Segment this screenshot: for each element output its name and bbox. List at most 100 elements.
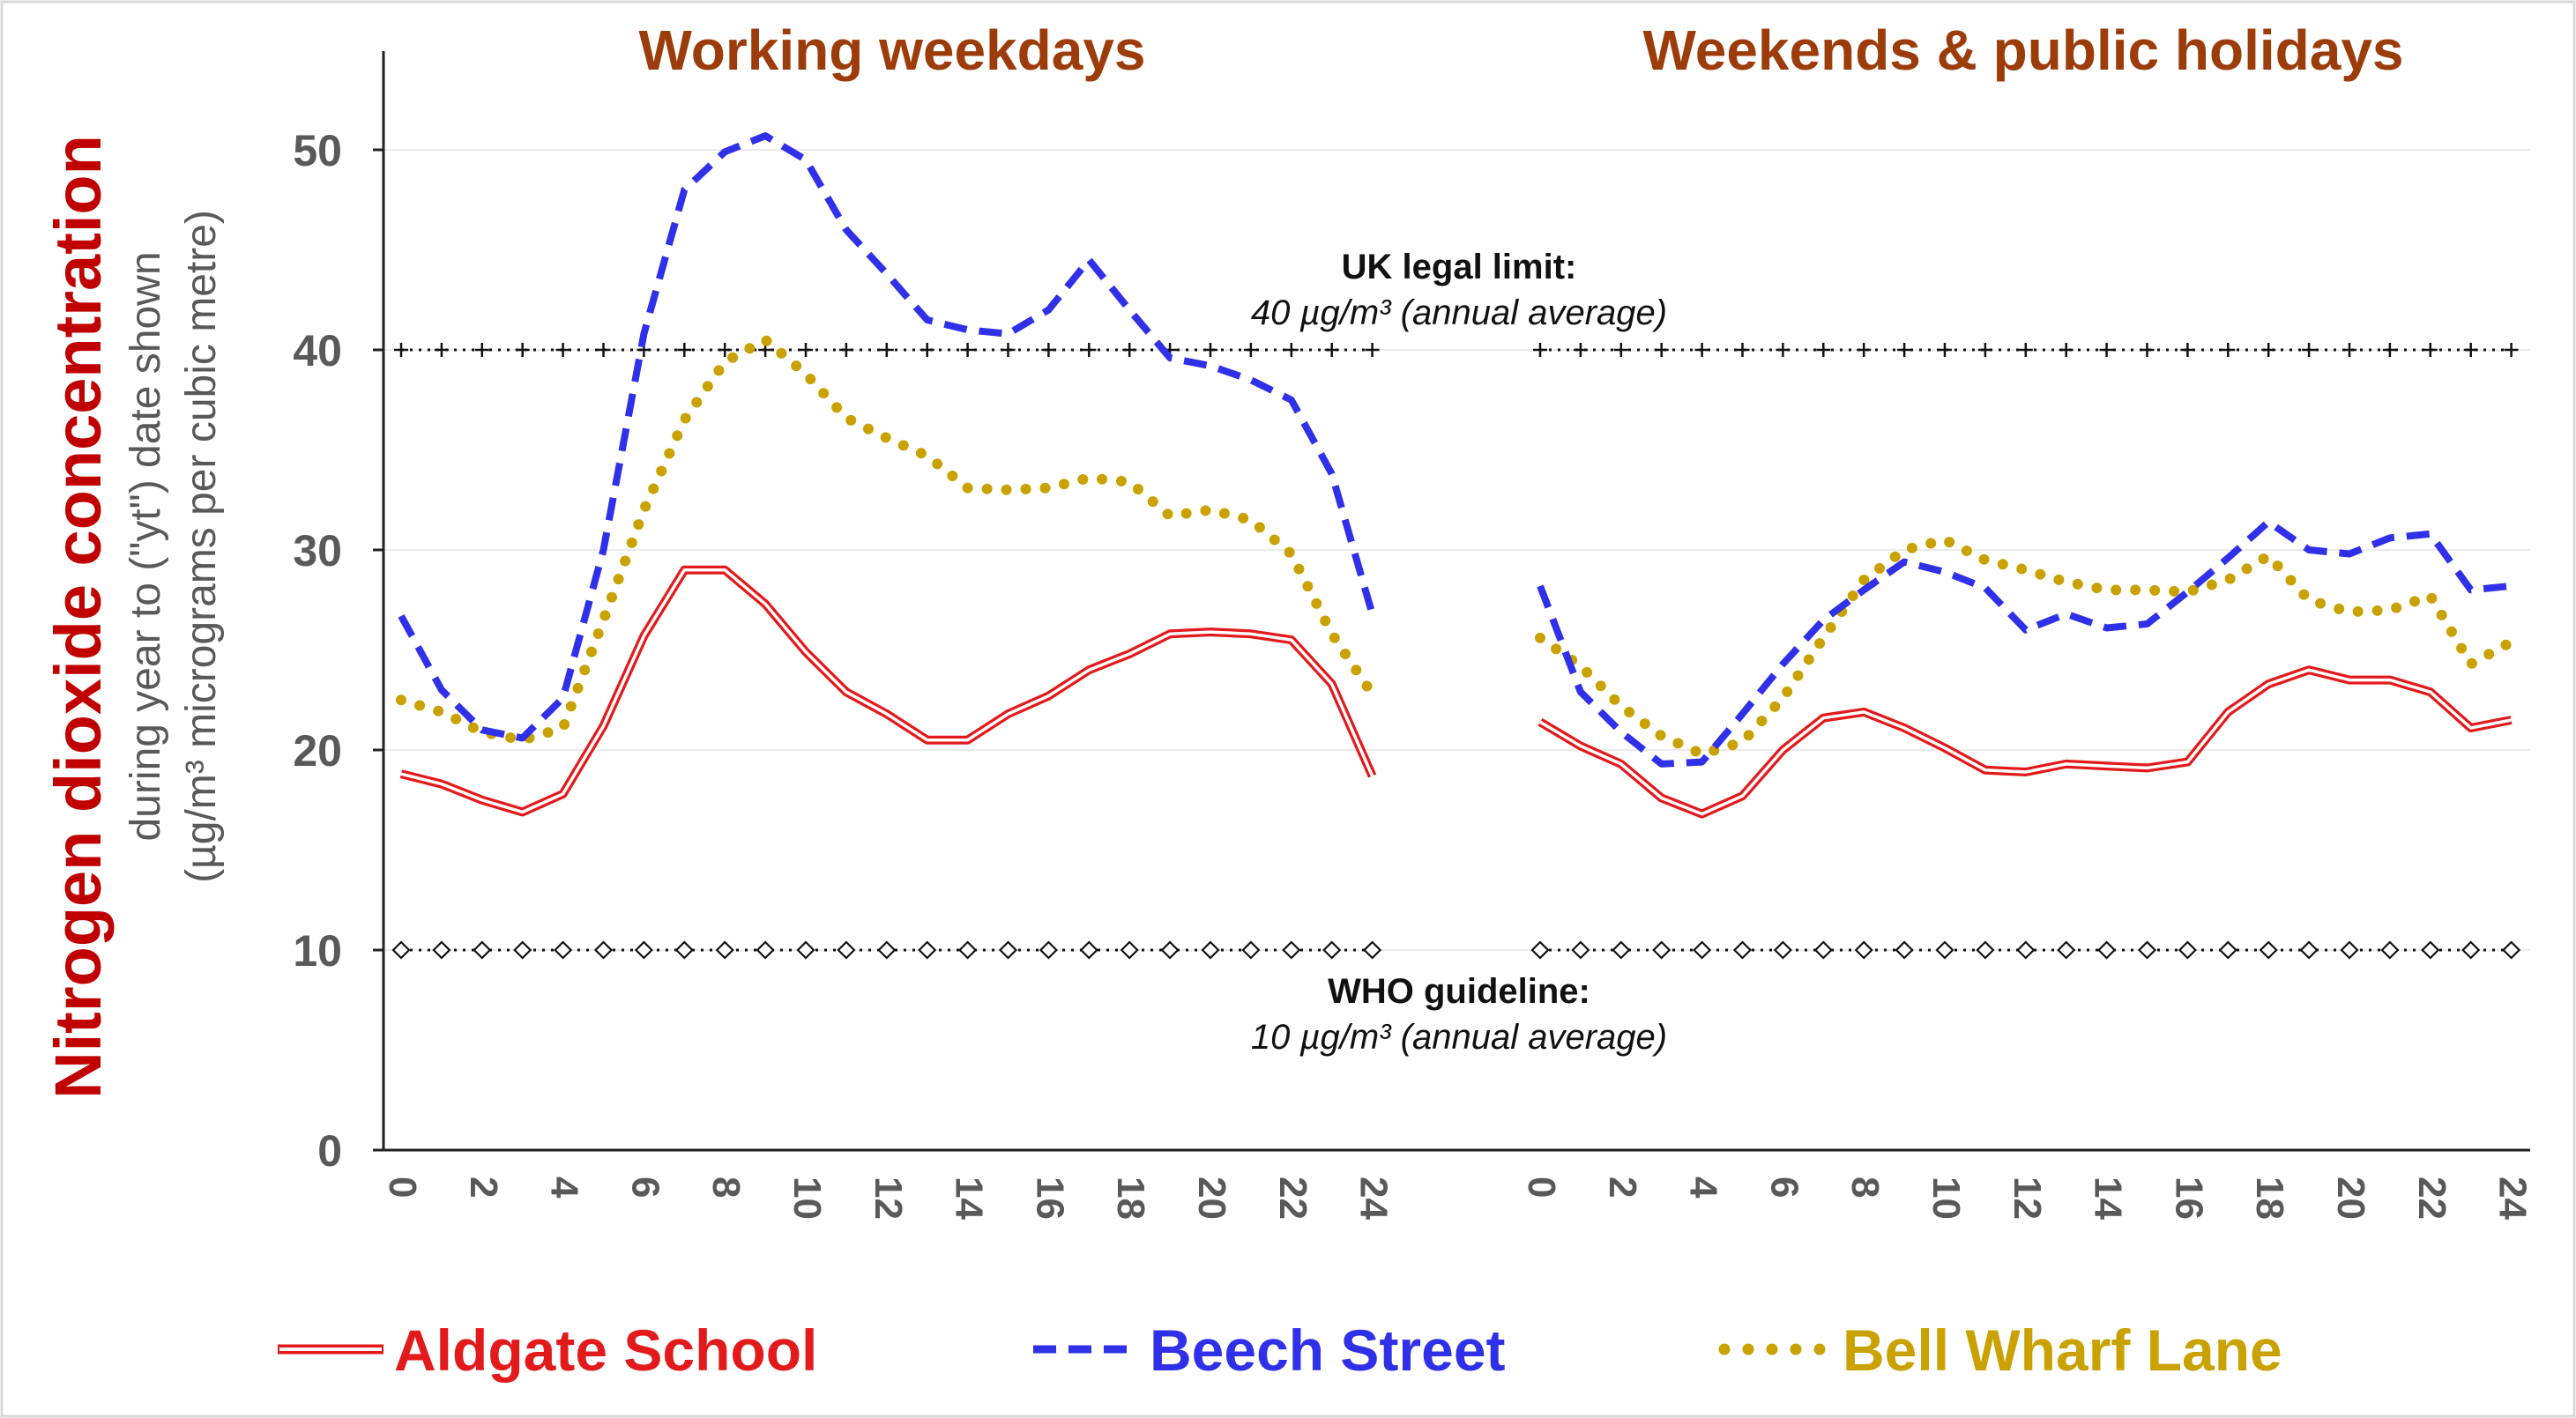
y-axis-subtitle: during year to ("yt") date shown — [123, 251, 169, 841]
x-tick-text-weekday-24: 24 — [1352, 1177, 1396, 1220]
uk-limit-marker — [1816, 343, 1831, 357]
who-guideline-marker — [2299, 940, 2319, 960]
who-guideline-marker — [1976, 940, 1995, 960]
who-guideline-marker — [1241, 940, 1261, 960]
who-guideline-marker — [1732, 940, 1753, 960]
x-tick-label-weekend-16: 16 — [2167, 1177, 2210, 1220]
who-guideline-label: WHO guideline: — [1328, 972, 1590, 1011]
uk-limit-marker — [2423, 343, 2438, 357]
uk-limit-marker — [1654, 343, 1669, 357]
x-tick-label-weekday-10: 10 — [785, 1177, 829, 1220]
series-aldgate-school-weekday-inner — [400, 568, 1374, 814]
who-guideline-marker — [1612, 940, 1631, 960]
uk-limit-marker — [1694, 343, 1709, 357]
x-tick-label-weekday-16: 16 — [1028, 1177, 1071, 1220]
x-tick-label-weekday-18: 18 — [1109, 1177, 1152, 1220]
uk-limit-marker — [879, 343, 894, 357]
who-guideline-marker — [877, 940, 897, 960]
x-tick-text-weekday-20: 20 — [1190, 1177, 1233, 1220]
x-tick-text-weekday-12: 12 — [867, 1177, 910, 1220]
uk-limit-marker — [2463, 343, 2478, 357]
who-guideline-marker — [1039, 940, 1058, 960]
uk-limit-marker — [2261, 343, 2276, 357]
panel-title-weekdays: Working weekdays — [638, 19, 1145, 82]
uk-limit-marker — [2382, 343, 2397, 357]
uk-limit-marker — [838, 343, 853, 357]
x-tick-text-weekend-6: 6 — [1762, 1177, 1805, 1198]
who-guideline-marker — [1079, 940, 1098, 960]
uk-limit-marker — [2221, 343, 2236, 357]
uk-limit-marker — [2140, 343, 2155, 357]
who-guideline-marker — [2421, 940, 2440, 960]
y-tick-labels: 0 10 20 30 40 50 — [293, 126, 383, 1176]
series-bell-wharf-lane-weekend — [1535, 534, 2517, 760]
who-guideline-marker — [593, 940, 614, 960]
x-tick-label-weekend-22: 22 — [2410, 1177, 2453, 1220]
y-axis-subtitle-2: (µg/m³ micrograms per cubic metre) — [178, 210, 225, 883]
y-tick-label-30: 30 — [293, 526, 342, 575]
x-tick-label-weekend-18: 18 — [2248, 1177, 2291, 1220]
series-bell-wharf-lane-weekday — [396, 334, 1378, 746]
x-tick-label-weekend-6: 6 — [1762, 1177, 1805, 1198]
uk-limit-marker — [1284, 343, 1299, 357]
x-tick-text-weekday-18: 18 — [1109, 1177, 1152, 1220]
who-guideline-marker — [513, 940, 532, 960]
x-tick-text-weekend-22: 22 — [2410, 1177, 2453, 1220]
x-tick-text-weekend-18: 18 — [2248, 1177, 2291, 1220]
series-aldgate-school-weekend-inner — [1539, 668, 2512, 816]
uk-limit-marker — [960, 343, 975, 357]
uk-limit-marker — [2504, 343, 2519, 357]
who-guideline-marker — [2016, 940, 2036, 960]
who-guideline-marker — [2178, 940, 2197, 960]
who-guideline-marker — [1530, 940, 1550, 960]
uk-limit-marker — [1082, 343, 1097, 357]
uk-limit-marker — [1977, 343, 1992, 357]
y-tick-label-0: 0 — [317, 1126, 342, 1176]
uk-limit-marker — [1897, 343, 1912, 357]
x-tick-label-weekday-8: 8 — [704, 1177, 748, 1198]
x-tick-label-weekday-12: 12 — [867, 1177, 910, 1220]
uk-limit-marker — [1243, 343, 1258, 357]
x-tick-text-weekend-0: 0 — [1520, 1177, 1563, 1198]
who-guideline-marker — [715, 940, 734, 960]
x-tick-label-weekday-0: 0 — [381, 1177, 424, 1198]
uk-limit-marker — [1857, 343, 1872, 357]
x-tick-text-weekend-16: 16 — [2167, 1177, 2210, 1220]
uk-limit-marker — [434, 343, 449, 357]
x-tick-label-weekend-20: 20 — [2329, 1177, 2372, 1220]
who-guideline-marker — [1571, 940, 1590, 960]
legend: Aldgate School Beech Street Bell Wharf Lan… — [278, 1318, 2282, 1383]
uk-limit-marker — [1573, 343, 1588, 357]
x-tick-text-weekend-20: 20 — [2329, 1177, 2372, 1220]
who-guideline-sublabel: 10 µg/m³ (annual average) — [1251, 1018, 1667, 1057]
x-tick-text-weekday-4: 4 — [543, 1177, 586, 1199]
y-axis-title: Nitrogen dioxide concentration — [41, 135, 115, 1099]
x-tick-label-weekday-2: 2 — [462, 1177, 505, 1198]
who-guideline-marker — [2057, 940, 2076, 960]
uk-limit-marker — [2018, 343, 2033, 357]
who-guideline-marker — [1854, 940, 1873, 960]
who-guideline-marker — [1201, 940, 1220, 960]
legend-label-beech-street: Beech Street — [1150, 1318, 1506, 1383]
who-guideline-marker — [1895, 940, 1914, 960]
y-tick-label-50: 50 — [293, 126, 342, 175]
who-guideline-marker — [2502, 940, 2521, 960]
who-guideline-marker — [1773, 940, 1792, 960]
x-tick-label-weekend-8: 8 — [1843, 1177, 1887, 1198]
x-tick-text-weekday-2: 2 — [462, 1177, 505, 1198]
x-tick-label-weekday-24: 24 — [1352, 1177, 1396, 1220]
y-axis-subtitle-line2: (µg/m³ micrograms per cubic metre) — [178, 210, 225, 883]
who-guideline-marker — [2340, 940, 2359, 960]
who-guideline-marker — [2259, 940, 2278, 960]
y-axis-title-main: Nitrogen dioxide concentration — [41, 135, 115, 1099]
uk-limit-marker — [515, 343, 530, 357]
who-guideline-marker — [1363, 940, 1382, 960]
uk-limit-marker — [1122, 343, 1137, 357]
uk-limit-sublabel: 40 µg/m³ (annual average) — [1251, 293, 1667, 332]
uk-limit-marker — [2342, 343, 2356, 357]
uk-limit-marker — [596, 343, 611, 357]
x-tick-text-weekend-2: 2 — [1601, 1177, 1644, 1198]
x-tick-label-weekday-4: 4 — [543, 1177, 586, 1199]
uk-limit-marker — [1735, 343, 1750, 357]
